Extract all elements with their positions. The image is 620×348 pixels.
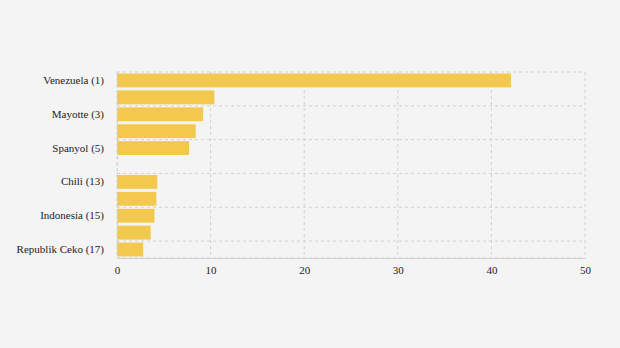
tick: 10 (206, 258, 218, 276)
tick: Venezuela (1) (43, 74, 117, 87)
grid-line (117, 258, 585, 259)
tick-label: Indonesia (15) (40, 209, 104, 222)
bar (117, 90, 214, 104)
axis-line (117, 73, 118, 259)
bar (117, 74, 511, 88)
grid-line (585, 72, 586, 258)
bar (117, 141, 189, 155)
grid-line (397, 72, 398, 258)
tick-label: Venezuela (1) (43, 74, 104, 87)
grid (117, 72, 585, 258)
grid-line (491, 72, 492, 258)
tick: 0 (115, 258, 121, 276)
bars (117, 74, 511, 257)
tick: Indonesia (15) (40, 209, 117, 222)
bar (117, 107, 203, 121)
plot: 0 10 20 30 40 50 Venezuela (1) Mayotte (3) Spany… (17, 72, 592, 276)
bar (117, 124, 196, 138)
tick: 50 (580, 258, 592, 276)
grid-line (304, 72, 305, 258)
tick: Mayotte (3) (52, 108, 117, 121)
tick-label: 20 (299, 264, 311, 276)
grid-line (117, 72, 585, 73)
bar (117, 243, 143, 257)
bar (117, 209, 154, 223)
tick-label: Mayotte (3) (52, 108, 105, 121)
grid-line (117, 173, 585, 174)
tick-label: 50 (580, 264, 592, 276)
tick-label: Chili (13) (61, 175, 104, 188)
axis-line (118, 258, 586, 259)
tick: Republik Ceko (17) (17, 243, 117, 256)
tick: 30 (393, 258, 405, 276)
tick: Spanyol (5) (52, 142, 117, 155)
grid-line (117, 105, 585, 106)
tick: 20 (299, 258, 311, 276)
chart: 0 10 20 30 40 50 Venezuela (1) Mayotte (3) Spany… (0, 0, 620, 348)
grid-line (117, 241, 585, 242)
tick-label: Republik Ceko (17) (17, 243, 105, 256)
tick-label: 40 (486, 264, 498, 276)
tick: 40 (486, 258, 498, 276)
tick-label: 10 (206, 264, 218, 276)
bar (117, 226, 151, 240)
grid-line (117, 139, 585, 140)
y-axis: Venezuela (1) Mayotte (3) Spanyol (5) Chili… (17, 73, 118, 259)
x-axis: 0 10 20 30 40 50 (115, 258, 592, 276)
grid-line (117, 207, 585, 208)
tick: Chili (13) (61, 175, 117, 188)
tick-label: 0 (115, 264, 121, 276)
bar (117, 175, 157, 189)
bar (117, 192, 156, 206)
tick-label: Spanyol (5) (52, 142, 104, 155)
tick-label: 30 (393, 264, 405, 276)
